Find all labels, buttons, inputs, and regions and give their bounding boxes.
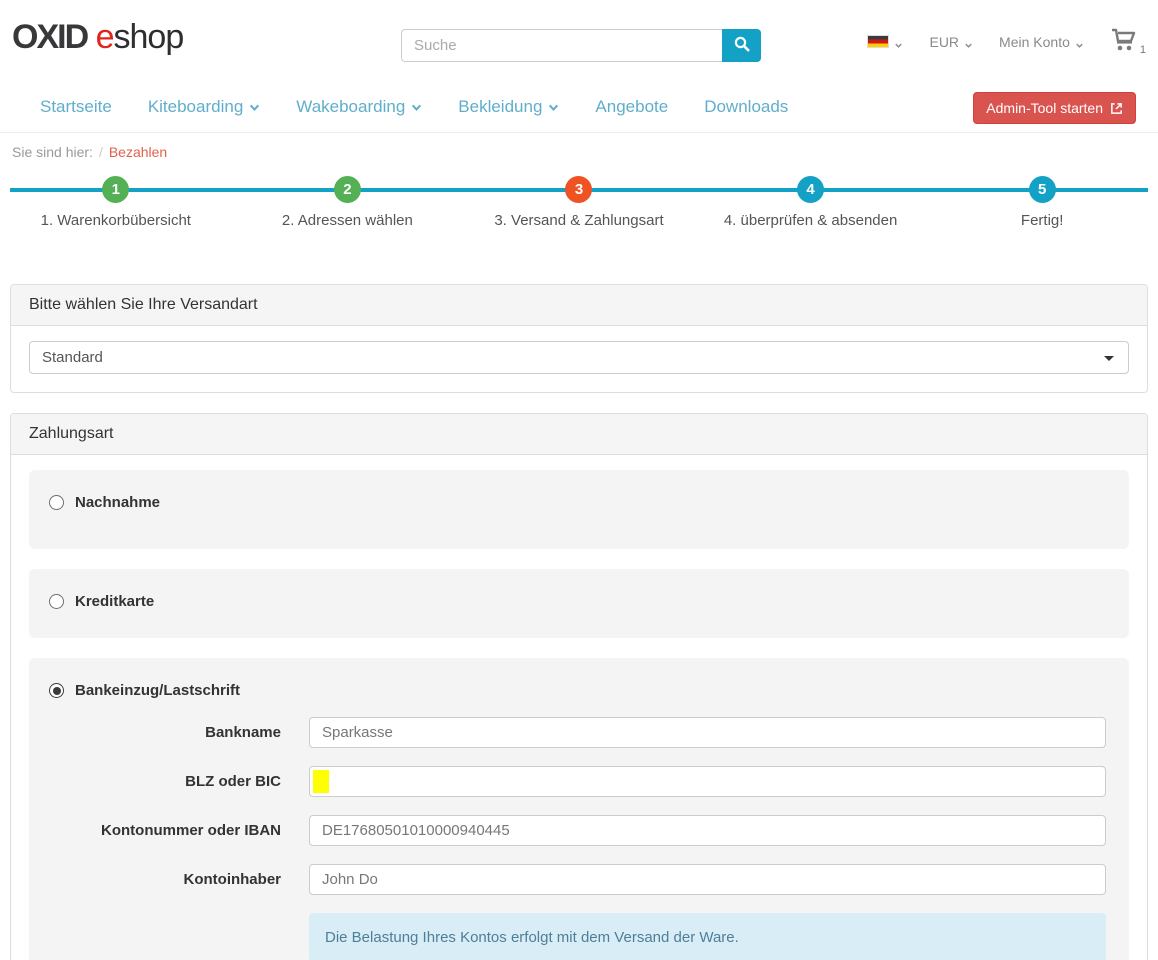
payment-panel-title: Zahlungsart — [11, 414, 1147, 455]
step-label: 3. Versand & Zahlungsart — [494, 212, 664, 229]
blz-bic-label: BLZ oder BIC — [185, 773, 281, 790]
radio-unchecked[interactable] — [49, 594, 64, 609]
kontoinhaber-row: Kontoinhaber — [49, 864, 1109, 895]
shipping-panel-title: Bitte wählen Sie Ihre Versandart — [11, 285, 1147, 326]
radio-unchecked[interactable] — [49, 495, 64, 510]
iban-row: Kontonummer oder IBAN — [49, 815, 1109, 846]
nav-label: Startseite — [40, 97, 112, 116]
iban-label: Kontonummer oder IBAN — [101, 822, 281, 839]
currency-selector[interactable]: EUR — [929, 34, 973, 50]
language-selector[interactable] — [867, 35, 903, 48]
step-label: 4. überprüfen & absenden — [723, 212, 898, 229]
logo-shop: shop — [113, 18, 185, 56]
payment-option-label: Nachnahme — [75, 494, 161, 511]
chevron-down-icon — [964, 37, 973, 48]
nav-item-downloads[interactable]: Downloads — [704, 97, 788, 117]
header: OXID eshop EUR Mein Konto 1 — [0, 0, 1158, 86]
chevron-down-icon — [412, 104, 422, 111]
nav-item-wakeboarding[interactable]: Wakeboarding — [296, 97, 422, 117]
step-circle: 4 — [797, 176, 825, 203]
admin-tool-button[interactable]: Admin-Tool starten — [973, 92, 1136, 124]
step-1-warenkorb[interactable]: 1 1. Warenkorbübersicht — [0, 172, 232, 229]
payment-option-nachnahme: Nachnahme — [29, 470, 1129, 549]
payment-panel: Zahlungsart Nachnahme Kreditkarte Bankei… — [10, 413, 1148, 960]
german-flag-icon — [867, 35, 890, 48]
chevron-down-icon — [250, 104, 260, 111]
nav-links: Startseite Kiteboarding Wakeboarding Bek… — [40, 97, 788, 117]
chevron-down-icon — [1075, 37, 1084, 48]
blz-bic-input[interactable] — [309, 766, 1106, 797]
cart-button[interactable]: 1 — [1110, 27, 1146, 56]
bankname-row: Bankname — [49, 717, 1109, 748]
payment-option-kreditkarte: Kreditkarte — [29, 569, 1129, 638]
payment-note: Die Belastung Ihres Kontos erfolgt mit d… — [309, 913, 1106, 960]
shipping-method-select[interactable]: Standard — [29, 341, 1129, 374]
step-circle: 1 — [102, 176, 130, 203]
nav-label: Bekleidung — [458, 97, 543, 116]
blz-bic-row: BLZ oder BIC — [49, 766, 1109, 797]
nav-label: Angebote — [595, 97, 669, 116]
breadcrumb: Sie sind hier: / Bezahlen — [0, 133, 1158, 166]
iban-input[interactable] — [309, 815, 1106, 846]
step-circle: 3 — [565, 176, 593, 203]
step-3-versand-zahlung[interactable]: 3 3. Versand & Zahlungsart — [463, 172, 695, 229]
nav-item-angebote[interactable]: Angebote — [595, 97, 668, 117]
shipping-panel: Bitte wählen Sie Ihre Versandart Standar… — [10, 284, 1148, 393]
nachnahme-radio-row[interactable]: Nachnahme — [49, 494, 1109, 511]
payment-option-label: Bankeinzug/Lastschrift — [75, 682, 241, 699]
checkout-progress: 1 1. Warenkorbübersicht 2 2. Adressen wä… — [0, 172, 1158, 256]
step-label: 2. Adressen wählen — [281, 212, 413, 229]
breadcrumb-current[interactable]: Bezahlen — [108, 144, 168, 160]
currency-label: EUR — [929, 33, 960, 50]
step-circle: 2 — [333, 176, 361, 203]
logo-e: e — [95, 18, 115, 56]
nav-label: Downloads — [704, 97, 789, 116]
cart-count-badge: 1 — [1139, 44, 1146, 56]
cart-icon — [1110, 27, 1138, 56]
kreditkarte-radio-row[interactable]: Kreditkarte — [49, 593, 1109, 610]
kontoinhaber-label: Kontoinhaber — [183, 871, 282, 888]
chevron-down-icon — [549, 104, 559, 111]
breadcrumb-prefix: Sie sind hier: — [12, 144, 93, 160]
radio-checked[interactable] — [49, 683, 64, 698]
nav-item-kiteboarding[interactable]: Kiteboarding — [148, 97, 260, 117]
shipping-selected-option: Standard — [42, 349, 103, 366]
payment-option-bankeinzug: Bankeinzug/Lastschrift Bankname BLZ oder… — [29, 658, 1129, 960]
select-caret-icon — [1104, 356, 1114, 361]
step-label: 1. Warenkorbübersicht — [40, 212, 191, 229]
selection-highlight — [313, 770, 329, 793]
logo-oxid: OXID — [12, 18, 89, 56]
payment-option-label: Kreditkarte — [75, 593, 155, 610]
breadcrumb-separator: / — [98, 144, 103, 160]
nav-label: Wakeboarding — [296, 97, 406, 116]
kontoinhaber-input[interactable] — [309, 864, 1106, 895]
admin-tool-label: Admin-Tool starten — [986, 100, 1103, 116]
step-2-adressen[interactable]: 2 2. Adressen wählen — [232, 172, 464, 229]
bankeinzug-radio-row[interactable]: Bankeinzug/Lastschrift — [49, 682, 1109, 699]
external-link-icon — [1111, 102, 1122, 114]
search-bar — [401, 29, 761, 62]
main-navigation: Startseite Kiteboarding Wakeboarding Bek… — [0, 86, 1158, 133]
bankname-input[interactable] — [309, 717, 1106, 748]
search-icon — [734, 36, 750, 55]
header-utilities: EUR Mein Konto 1 — [867, 27, 1146, 56]
search-input[interactable] — [401, 29, 722, 62]
payment-note-row: Die Belastung Ihres Kontos erfolgt mit d… — [49, 913, 1109, 960]
chevron-down-icon — [894, 37, 903, 48]
nav-item-bekleidung[interactable]: Bekleidung — [458, 97, 559, 117]
nav-label: Kiteboarding — [147, 97, 244, 116]
step-circle: 5 — [1028, 176, 1056, 203]
shop-logo[interactable]: OXID eshop — [12, 18, 185, 57]
account-menu[interactable]: Mein Konto — [999, 34, 1084, 50]
account-label: Mein Konto — [999, 33, 1070, 50]
step-4-ueberpruefen[interactable]: 4 4. überprüfen & absenden — [695, 172, 927, 229]
search-button[interactable] — [722, 29, 761, 62]
bankname-label: Bankname — [205, 724, 281, 741]
step-label: Fertig! — [1020, 212, 1064, 229]
step-5-fertig[interactable]: 5 Fertig! — [926, 172, 1158, 229]
nav-item-startseite[interactable]: Startseite — [40, 97, 112, 117]
